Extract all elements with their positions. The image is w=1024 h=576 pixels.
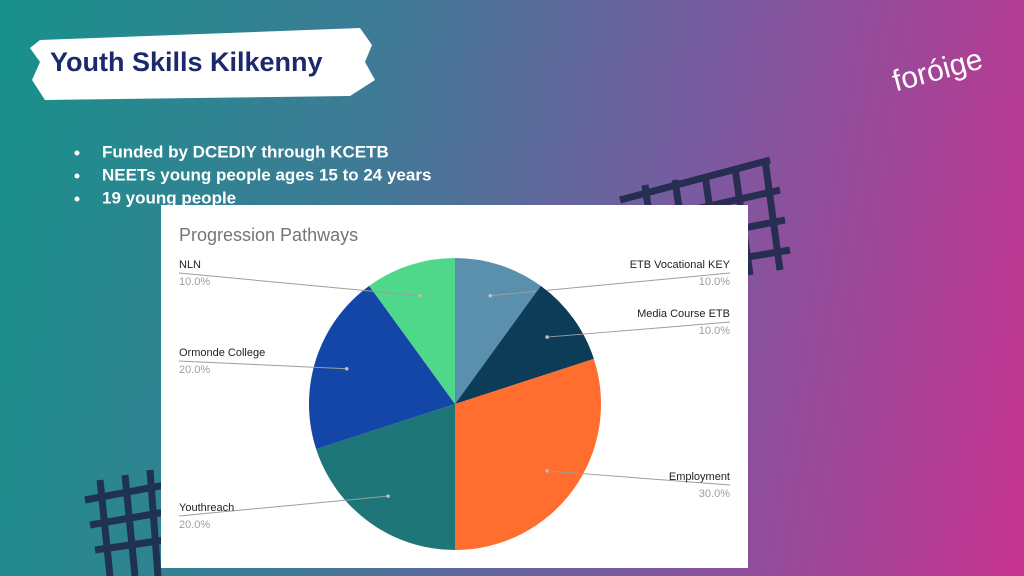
logo: foróige	[889, 43, 986, 99]
title-banner	[30, 28, 375, 100]
pie-slice	[455, 285, 594, 404]
pie-slice	[316, 404, 455, 550]
leader-line	[547, 470, 731, 486]
slice-label: Employment	[669, 471, 730, 483]
bullet-text: 19 young people	[102, 188, 236, 207]
leader-dot	[545, 469, 549, 473]
leader-line	[178, 495, 389, 517]
leader-line	[490, 272, 731, 297]
slice-value-label: 20.0%	[179, 519, 210, 531]
leader-dot	[386, 494, 390, 498]
chart-title: Progression Pathways	[179, 225, 358, 245]
bullet-text: Funded by DCEDIY through KCETB	[102, 142, 389, 161]
bullet-dot	[74, 173, 80, 179]
leader-dot	[344, 367, 349, 371]
leader-line	[547, 321, 731, 338]
pie-chart: ETB Vocational KEY 10.0% Media Course ETB 1…	[178, 258, 731, 550]
slice-label: Media Course ETB	[637, 308, 730, 320]
bullet-list: Funded by DCEDIY through KCETB NEETs youn…	[74, 142, 431, 207]
slice-value-label: 10.0%	[179, 276, 210, 288]
slice-label: NLN	[179, 259, 201, 271]
slice-value-label: 10.0%	[699, 325, 730, 337]
leader-line	[178, 272, 420, 297]
pie-slice	[308, 285, 455, 450]
leader-dot	[488, 293, 492, 298]
leader-line	[178, 360, 347, 370]
slice-value-label: 20.0%	[179, 364, 210, 376]
slide-title: Youth Skills Kilkenny	[50, 47, 323, 77]
bullet-dot	[74, 196, 80, 202]
slice-value-label: 30.0%	[699, 488, 730, 500]
leader-dot	[418, 293, 422, 298]
bullet-text: NEETs young people ages 15 to 24 years	[102, 165, 431, 184]
slice-label: Ormonde College	[179, 347, 265, 359]
leader-dot	[545, 335, 549, 339]
pie-slice	[455, 258, 541, 404]
pie-slice	[369, 258, 455, 404]
bullet-dot	[74, 150, 80, 156]
slice-value-label: 10.0%	[699, 276, 730, 288]
pie-slice	[455, 358, 601, 550]
slice-label: ETB Vocational KEY	[630, 259, 731, 271]
slice-label: Youthreach	[179, 502, 234, 514]
